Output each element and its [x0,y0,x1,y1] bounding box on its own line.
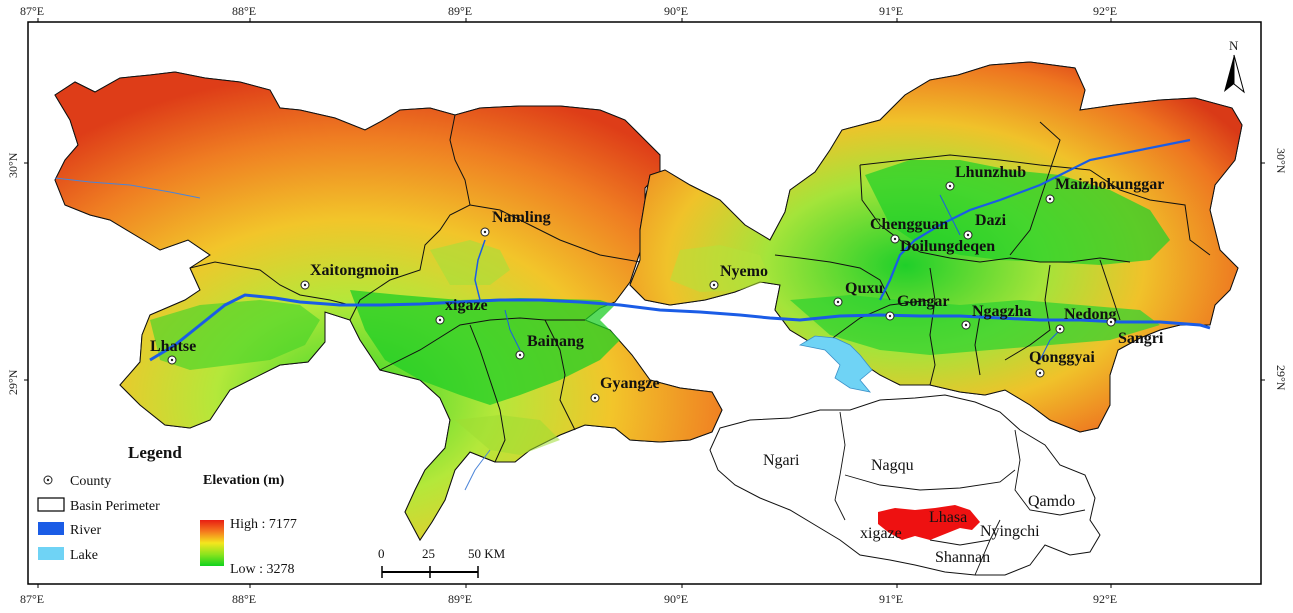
lon-tick-label: 88°E [232,592,256,606]
legend-lake: Lake [38,547,98,563]
scale-bar: 0 25 50 KM [378,546,506,578]
county-qonggyai[interactable]: Qonggyai [1029,349,1095,378]
county-label: Bainang [527,333,584,350]
lon-tick-label: 92°E [1093,592,1117,606]
county-label: Ngagzha [972,303,1032,320]
lon-tick-label: 87°E [20,592,44,606]
county-sangri[interactable]: Sangri [1106,317,1164,347]
elevation-high: High : 7177 [230,517,297,532]
county-label: Namling [492,209,551,226]
lon-tick-label: 91°E [879,4,903,18]
terrain-east [629,61,1243,433]
inset-study-area [878,505,980,540]
scale-label: 50 KM [468,546,506,561]
north-label: N [1229,38,1239,53]
legend-lake-label: Lake [70,548,98,563]
inset-label-ngari: Ngari [763,452,800,469]
legend-basin: Basin Perimeter [37,497,160,514]
county-label: Gyangze [600,375,660,392]
legend-elevation: Elevation (m) High : 7177 Low : 3278 [200,473,297,577]
county-label: Xaitongmoin [310,262,399,279]
county-label: Nedong [1064,306,1116,323]
county-xaitongmoin[interactable]: Xaitongmoin [300,262,399,290]
county-maizhokunggar[interactable]: Maizhokunggar [1045,176,1164,204]
legend-title: Legend [128,443,182,462]
county-nedong[interactable]: Nedong [1055,306,1116,334]
county-ngagzha[interactable]: Ngagzha [961,303,1032,330]
county-xigaze[interactable]: xigaze [435,297,488,325]
lon-ticks-bottom: 87°E 88°E 89°E 90°E 91°E 92°E [20,592,1117,606]
legend-river-label: River [70,523,101,538]
county-gyangze[interactable]: Gyangze [590,375,660,403]
lat-tick-label: 30°N [6,152,20,178]
lat-tick-label: 30°N [1274,148,1288,174]
county-doilungdeqen: Doilungdeqen [900,238,995,255]
legend-county: County [43,474,111,489]
county-quxu[interactable]: Quxu [833,280,883,307]
county-label: Lhunzhub [955,164,1026,181]
county-bainang[interactable]: Bainang [515,333,584,360]
county-label: Maizhokunggar [1055,176,1164,193]
county-label: Quxu [845,280,883,297]
legend-river: River [38,522,101,538]
county-label: xigaze [445,297,488,314]
county-label: Sangri [1118,330,1164,347]
legend-basin-label: Basin Perimeter [70,499,160,514]
tick-marks [24,18,1265,588]
elevation-title: Elevation (m) [203,473,285,488]
county-dazi[interactable]: Dazi [963,212,1007,240]
lat-tick-label: 29°N [6,369,20,395]
lon-tick-label: 87°E [20,4,44,18]
county-label: Doilungdeqen [900,238,995,255]
lat-ticks: 30°N 29°N 30°N 29°N [6,148,1288,395]
inset-label-lhasa: Lhasa [929,509,967,526]
county-label: Gongar [897,293,949,310]
inset-label-xigaze: xigaze [860,525,902,542]
county-markers: Lhatse Xaitongmoin Namling xigaze Bainan… [150,164,1164,403]
inset-label-nyingchi: Nyingchi [980,523,1040,540]
lon-tick-label: 88°E [232,4,256,18]
lon-ticks-top: 87°E 88°E 89°E 90°E 91°E 92°E [20,4,1117,18]
lon-tick-label: 91°E [879,592,903,606]
county-label: Nyemo [720,263,768,280]
legend-county-label: County [70,474,111,489]
lon-tick-label: 90°E [664,4,688,18]
inset-label-nagqu: Nagqu [871,457,914,474]
county-label: Lhatse [150,338,196,355]
county-chengguan[interactable]: Chengguan [870,216,948,244]
lat-tick-label: 29°N [1274,365,1288,391]
county-lhatse[interactable]: Lhatse [150,338,196,365]
lon-tick-label: 89°E [448,4,472,18]
inset-label-qamdo: Qamdo [1028,493,1075,510]
elevation-ramp [200,520,224,566]
county-label: Dazi [975,212,1007,229]
county-label: Chengguan [870,216,948,233]
inset-outline [709,394,1101,576]
county-gongar[interactable]: Gongar [885,293,949,321]
county-lhunzhub[interactable]: Lhunzhub [945,164,1026,191]
elevation-low: Low : 3278 [230,562,295,577]
lon-tick-label: 89°E [448,592,472,606]
lon-tick-label: 92°E [1093,4,1117,18]
county-boundaries [189,114,1211,463]
lon-tick-label: 90°E [664,592,688,606]
scale-label: 25 [422,546,435,561]
county-label: Qonggyai [1029,349,1095,366]
legend: Legend County Basin Perimeter River Lake… [37,443,297,577]
county-namling[interactable]: Namling [480,209,551,237]
lake-yamdrok [798,335,873,393]
county-nyemo[interactable]: Nyemo [709,263,768,290]
inset-map: Ngari Nagqu Qamdo Lhasa xigaze Nyingchi … [709,394,1101,576]
north-arrow: N [1224,38,1245,94]
rivers [54,138,1211,491]
inset-label-shannan: Shannan [935,549,990,566]
scale-label: 0 [378,546,385,561]
